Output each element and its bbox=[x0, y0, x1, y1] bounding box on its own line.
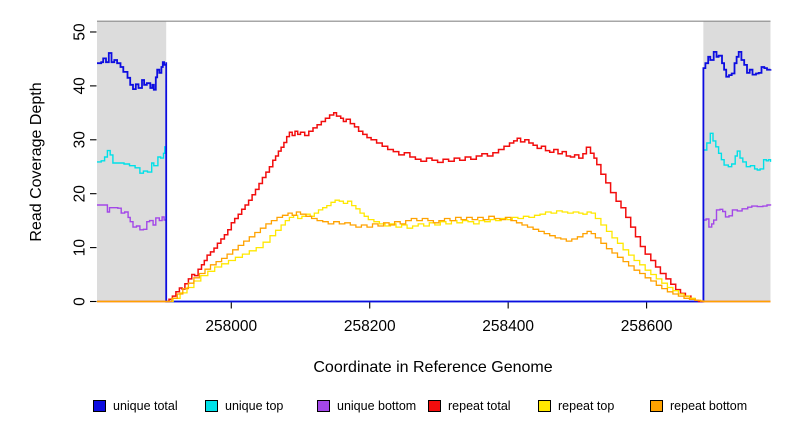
x-tick-label: 258000 bbox=[205, 318, 257, 335]
y-axis-title: Read Coverage Depth bbox=[28, 82, 45, 242]
shaded-region bbox=[703, 21, 771, 302]
series-line-unique-top bbox=[97, 132, 772, 303]
y-tick-label: 30 bbox=[72, 131, 89, 149]
y-tick-label: 20 bbox=[72, 185, 89, 203]
series-line-repeat-bottom bbox=[97, 211, 771, 303]
y-tick-label: 40 bbox=[72, 77, 89, 95]
x-tick-label: 258600 bbox=[621, 318, 673, 335]
y-tick-label: 10 bbox=[72, 239, 89, 257]
series-line-repeat-total bbox=[97, 112, 771, 303]
x-axis-title: Coordinate in Reference Genome bbox=[313, 359, 553, 376]
x-tick-label: 258400 bbox=[482, 318, 534, 335]
y-tick-label: 50 bbox=[72, 23, 89, 41]
series-line-unique-total bbox=[97, 51, 772, 303]
x-tick-label: 258200 bbox=[344, 318, 396, 335]
shaded-region bbox=[97, 21, 167, 302]
y-tick-label: 0 bbox=[72, 297, 89, 306]
series-line-repeat-top bbox=[97, 199, 771, 303]
